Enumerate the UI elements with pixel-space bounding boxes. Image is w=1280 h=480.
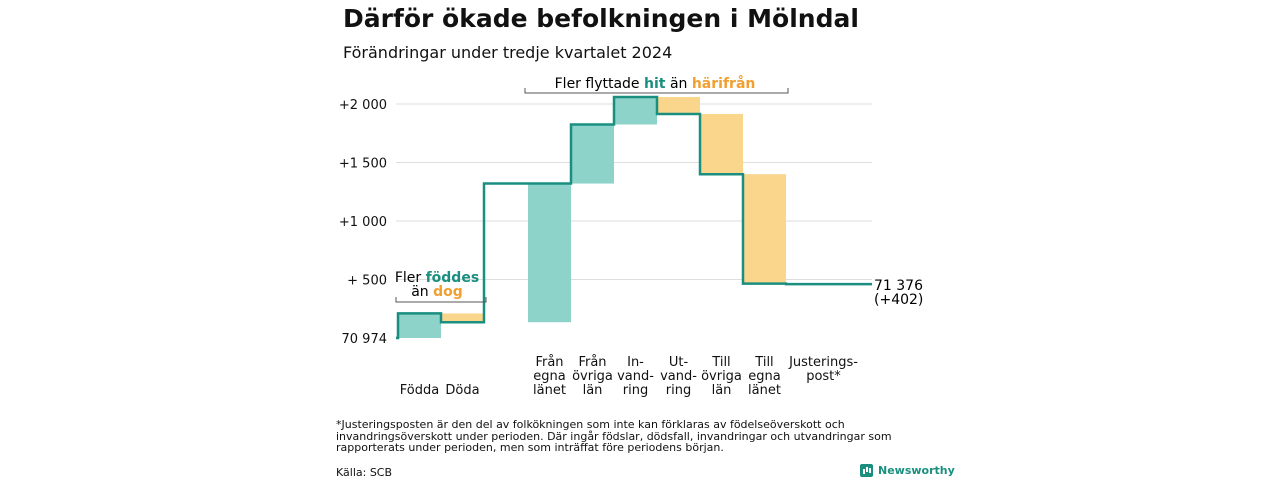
bar <box>398 313 441 338</box>
annotation-migration-prefix: Fler flyttade <box>555 76 640 92</box>
source-label: Källa: SCB <box>336 466 393 479</box>
annotation-death-highlight: dog <box>433 284 463 300</box>
footnote: *Justeringsposten är den del av folkökni… <box>336 418 892 454</box>
y-tick-label: +1 500 <box>339 157 387 172</box>
logo-text: Newsworthy <box>878 464 955 477</box>
newsworthy-logo: Newsworthy <box>860 464 955 477</box>
chart-title: Därför ökade befolkningen i Mölndal <box>343 4 859 33</box>
cumulative-line <box>396 95 872 340</box>
x-tick-label: Döda <box>445 383 479 398</box>
bar <box>441 313 484 323</box>
bar-chart-icon <box>860 464 873 477</box>
waterfall-chart: 70 974 + 500 +1 000 +1 500 +2 000 Födda Döda Fr… <box>339 75 924 398</box>
annotation-birth-bracket <box>395 297 487 303</box>
bar <box>528 183 571 323</box>
annotation-birth-highlight: föddes <box>426 270 480 286</box>
annotation-birth-prefix: Fler <box>395 270 422 286</box>
end-value-label: 71 376 <box>874 278 923 294</box>
chart-subtitle: Förändringar under tredje kvartalet 2024 <box>343 43 673 62</box>
annotation-birth-line1: Fler föddes <box>395 270 479 286</box>
x-tick-label: Justerings-post* <box>788 355 858 384</box>
bar <box>700 113 743 175</box>
bar <box>743 174 786 284</box>
annotation-migration-middle: än <box>670 76 687 92</box>
x-tick-label: Från övriga län <box>572 355 613 398</box>
x-tick-label: Från egna länet <box>533 355 566 398</box>
annotation-death-prefix: än <box>411 284 428 300</box>
y-tick-label: 70 974 <box>342 332 388 347</box>
bar <box>571 124 614 184</box>
y-tick-label: + 500 <box>347 274 387 289</box>
annotation-migration-harifran: härifrån <box>692 75 756 92</box>
y-tick-label: +2 000 <box>339 98 387 113</box>
annotation-migration-bracket <box>524 88 789 94</box>
x-tick-label: Födda <box>400 383 439 398</box>
end-change-label: (+402) <box>874 292 923 308</box>
bar <box>614 96 657 125</box>
x-tick-label: Till egna länet <box>748 355 781 398</box>
bar <box>657 96 700 114</box>
annotation-migration: Fler flyttade hit än härifrån <box>555 75 756 92</box>
x-tick-label: In-vand-ring <box>617 355 654 398</box>
y-tick-label: +1 000 <box>339 215 387 230</box>
x-tick-label: Till övriga län <box>701 355 742 398</box>
annotation-migration-hit: hit <box>644 76 666 92</box>
x-tick-label: Ut-vand-ring <box>660 355 697 398</box>
annotation-birth-line2: än dog <box>411 284 463 300</box>
